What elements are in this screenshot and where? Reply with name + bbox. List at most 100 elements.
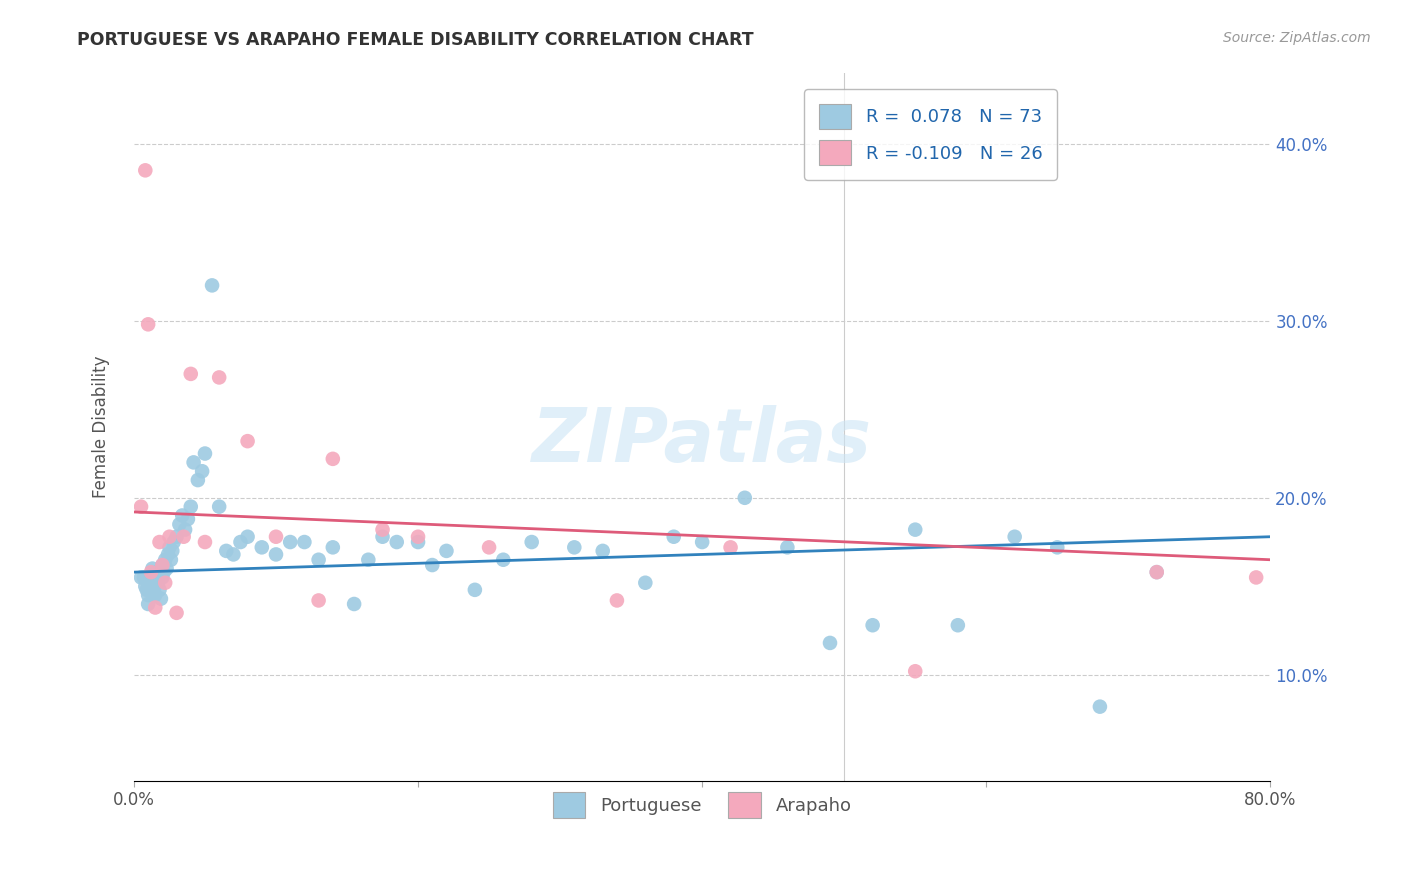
Point [236,434,259,449]
Point [464,582,486,597]
Point [357,553,380,567]
Point [159,541,181,555]
Point [606,593,628,607]
Point [662,530,685,544]
Point [904,665,927,679]
Point [322,451,344,466]
Point [1244,570,1267,584]
Point [215,544,238,558]
Point [1004,530,1026,544]
Point [160,553,183,567]
Point [308,553,330,567]
Point [208,370,231,384]
Point [690,535,713,549]
Point [143,600,166,615]
Point [169,517,191,532]
Point [385,535,408,549]
Point [1046,541,1069,555]
Point [139,565,162,579]
Legend: Portuguese, Arapaho: Portuguese, Arapaho [546,785,859,825]
Point [162,544,184,558]
Point [322,541,344,555]
Point [150,570,173,584]
Point [148,535,170,549]
Point [406,530,429,544]
Text: PORTUGUESE VS ARAPAHO FEMALE DISABILITY CORRELATION CHART: PORTUGUESE VS ARAPAHO FEMALE DISABILITY … [77,31,754,49]
Point [776,541,799,555]
Point [166,530,188,544]
Point [406,535,429,549]
Point [135,582,157,597]
Point [172,508,194,523]
Point [187,473,209,487]
Point [278,535,301,549]
Point [371,523,394,537]
Point [134,163,156,178]
Point [208,500,231,514]
Point [139,570,162,584]
Point [420,558,443,572]
Point [180,367,202,381]
Point [862,618,884,632]
Text: Source: ZipAtlas.com: Source: ZipAtlas.com [1223,31,1371,45]
Point [146,575,169,590]
Point [129,570,152,584]
Point [201,278,224,293]
Point [478,541,501,555]
Point [183,455,205,469]
Point [174,523,197,537]
Point [141,561,163,575]
Point [734,491,756,505]
Point [520,535,543,549]
Point [153,553,176,567]
Point [222,548,245,562]
Point [194,446,217,460]
Point [818,636,841,650]
Point [229,535,252,549]
Point [145,565,167,579]
Point [946,618,969,632]
Point [236,530,259,544]
Point [136,588,159,602]
Point [177,512,200,526]
Point [720,541,742,555]
Point [1146,565,1168,579]
Point [180,500,202,514]
Point [136,318,159,332]
Point [143,574,166,588]
Point [136,597,159,611]
Point [157,548,180,562]
Text: ZIPatlas: ZIPatlas [531,405,872,477]
Point [371,530,394,544]
Point [562,541,585,555]
Point [148,582,170,597]
Point [250,541,273,555]
Point [592,544,614,558]
Point [142,582,165,597]
Point [150,558,173,572]
Point [150,558,173,572]
Point [904,523,927,537]
Point [149,591,172,606]
Point [634,575,657,590]
Point [343,597,366,611]
Point [152,565,174,579]
Point [134,579,156,593]
Y-axis label: Female Disability: Female Disability [93,356,110,499]
Point [166,606,188,620]
Point [194,535,217,549]
Point [132,570,155,584]
Point [436,544,458,558]
Point [294,535,316,549]
Point [156,561,179,575]
Point [173,530,195,544]
Point [264,548,287,562]
Point [1146,565,1168,579]
Point [492,553,515,567]
Point [129,500,152,514]
Point [308,593,330,607]
Point [136,575,159,590]
Point [163,535,186,549]
Point [153,575,176,590]
Point [143,588,166,602]
